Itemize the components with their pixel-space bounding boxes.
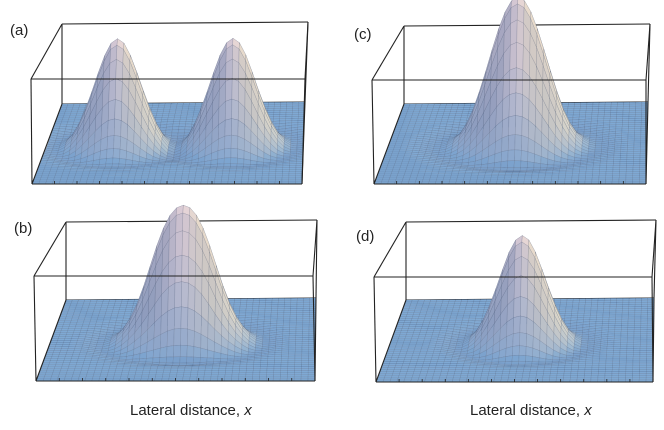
panel-label-c: (c) (354, 26, 372, 43)
surface-plot-d (373, 219, 657, 383)
box-edge (651, 219, 657, 278)
box-edge (33, 275, 37, 382)
box-edge (652, 297, 655, 383)
caption-text-right: Lateral distance, (470, 402, 585, 419)
box-edge (314, 297, 317, 382)
box-edge (647, 23, 651, 103)
box-edge (33, 221, 67, 277)
box-edge (371, 79, 375, 185)
box-edge (645, 101, 649, 185)
caption-var-right: x (584, 402, 592, 419)
box-edge (61, 21, 309, 25)
caption-text-left: Lateral distance, (130, 402, 245, 419)
box-edge (31, 103, 63, 185)
box-edge (653, 219, 657, 299)
box-front-edges (373, 276, 655, 383)
box-back-edges (30, 21, 309, 105)
panel-label-d: (d) (356, 228, 375, 245)
caption-var-left: x (244, 402, 252, 419)
box-edge (30, 23, 63, 80)
surface-mesh (31, 37, 306, 185)
box-edge (35, 299, 67, 382)
box-edge (315, 219, 318, 299)
surface-plot-a (30, 21, 309, 185)
panel-label-b: (b) (14, 220, 33, 237)
box-edge (405, 219, 657, 223)
x-axis-caption-right: Lateral distance, x (470, 402, 592, 419)
box-front-edges (371, 79, 649, 185)
panel-label-a: (a) (10, 22, 29, 39)
box-edge (312, 219, 318, 277)
x-axis-caption-left: Lateral distance, x (130, 402, 252, 419)
surface-mesh (375, 235, 655, 383)
box-edge (373, 276, 377, 383)
surface-mesh (35, 204, 317, 382)
box-edge (375, 299, 407, 383)
box-edge (645, 23, 651, 81)
surface-mesh (373, 0, 649, 185)
box-edge (373, 221, 407, 278)
box-front-edges (33, 275, 317, 382)
box-front-edges (30, 78, 306, 185)
box-edge (304, 21, 309, 80)
box-edge (371, 25, 405, 81)
box-edge (373, 103, 405, 185)
box-edge (301, 101, 306, 185)
surface-plot-c (371, 0, 651, 185)
box-edge (30, 78, 33, 185)
surface-plot-b (33, 204, 318, 382)
